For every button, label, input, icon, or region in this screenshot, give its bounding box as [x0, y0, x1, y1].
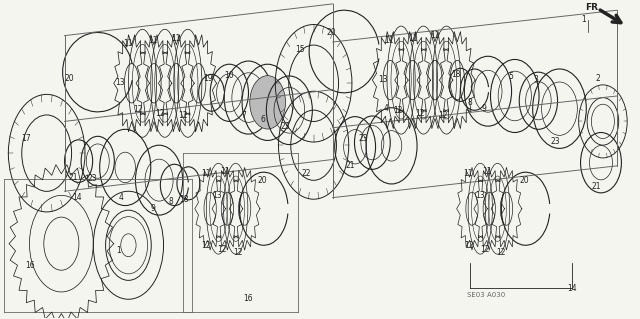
Text: 12: 12 — [133, 105, 143, 114]
Text: 12: 12 — [496, 248, 506, 257]
Text: 23: 23 — [551, 137, 561, 145]
Text: 21: 21 — [591, 182, 600, 191]
Text: 12: 12 — [233, 248, 243, 257]
Text: 12: 12 — [178, 111, 188, 120]
Text: 22: 22 — [301, 169, 310, 178]
Text: SE03 A030: SE03 A030 — [467, 292, 505, 298]
Text: 15: 15 — [295, 45, 305, 55]
Text: 11: 11 — [430, 32, 440, 41]
Text: 8: 8 — [169, 197, 173, 206]
Text: 12: 12 — [481, 245, 490, 254]
Text: 13: 13 — [212, 190, 221, 200]
Text: 11: 11 — [482, 167, 492, 176]
Text: 3: 3 — [533, 75, 538, 84]
Text: 11: 11 — [463, 169, 473, 178]
Text: 11: 11 — [124, 39, 133, 48]
Text: 13: 13 — [115, 78, 125, 87]
Text: 11: 11 — [220, 167, 230, 176]
Text: 13: 13 — [475, 190, 484, 200]
Text: 21: 21 — [68, 173, 77, 182]
Text: 17: 17 — [21, 134, 31, 143]
Text: 16: 16 — [244, 294, 253, 303]
Text: 21: 21 — [346, 161, 355, 170]
Text: 16: 16 — [25, 261, 35, 271]
Text: 14: 14 — [72, 193, 82, 202]
Text: 1: 1 — [581, 15, 586, 24]
Text: 20: 20 — [65, 74, 74, 83]
Text: 6: 6 — [260, 115, 265, 124]
Text: 23: 23 — [87, 174, 97, 183]
Text: 8: 8 — [468, 98, 472, 107]
Text: 12: 12 — [393, 106, 403, 115]
Text: 11: 11 — [171, 34, 180, 43]
Text: 5: 5 — [508, 72, 513, 81]
Text: 11: 11 — [148, 36, 157, 45]
Text: 23: 23 — [280, 122, 290, 131]
Text: 23: 23 — [358, 134, 368, 143]
Text: 7: 7 — [241, 111, 246, 120]
Text: 11: 11 — [384, 36, 394, 45]
Text: 12: 12 — [438, 111, 447, 120]
Text: 19: 19 — [204, 74, 213, 83]
Ellipse shape — [250, 76, 285, 129]
Text: 11: 11 — [202, 169, 211, 178]
Text: 13: 13 — [378, 75, 387, 84]
Text: 10: 10 — [224, 71, 234, 80]
Text: 20: 20 — [520, 176, 529, 185]
Text: 2: 2 — [595, 74, 600, 83]
Text: 20: 20 — [326, 28, 336, 37]
Text: 4: 4 — [118, 193, 123, 202]
Text: 20: 20 — [258, 176, 268, 185]
Text: 9: 9 — [150, 204, 155, 213]
Text: 4: 4 — [384, 104, 389, 113]
Text: 11: 11 — [408, 34, 417, 43]
Text: 12: 12 — [218, 245, 227, 254]
Text: 18: 18 — [179, 195, 189, 204]
Text: FR.: FR. — [585, 3, 602, 11]
Text: 12: 12 — [156, 109, 165, 118]
Text: 9: 9 — [482, 104, 486, 113]
Text: 12: 12 — [202, 241, 211, 250]
Text: 12: 12 — [465, 241, 474, 250]
Text: 1: 1 — [116, 246, 121, 255]
Text: 12: 12 — [415, 109, 425, 118]
Text: 14: 14 — [568, 284, 577, 293]
Text: 18: 18 — [451, 70, 461, 79]
